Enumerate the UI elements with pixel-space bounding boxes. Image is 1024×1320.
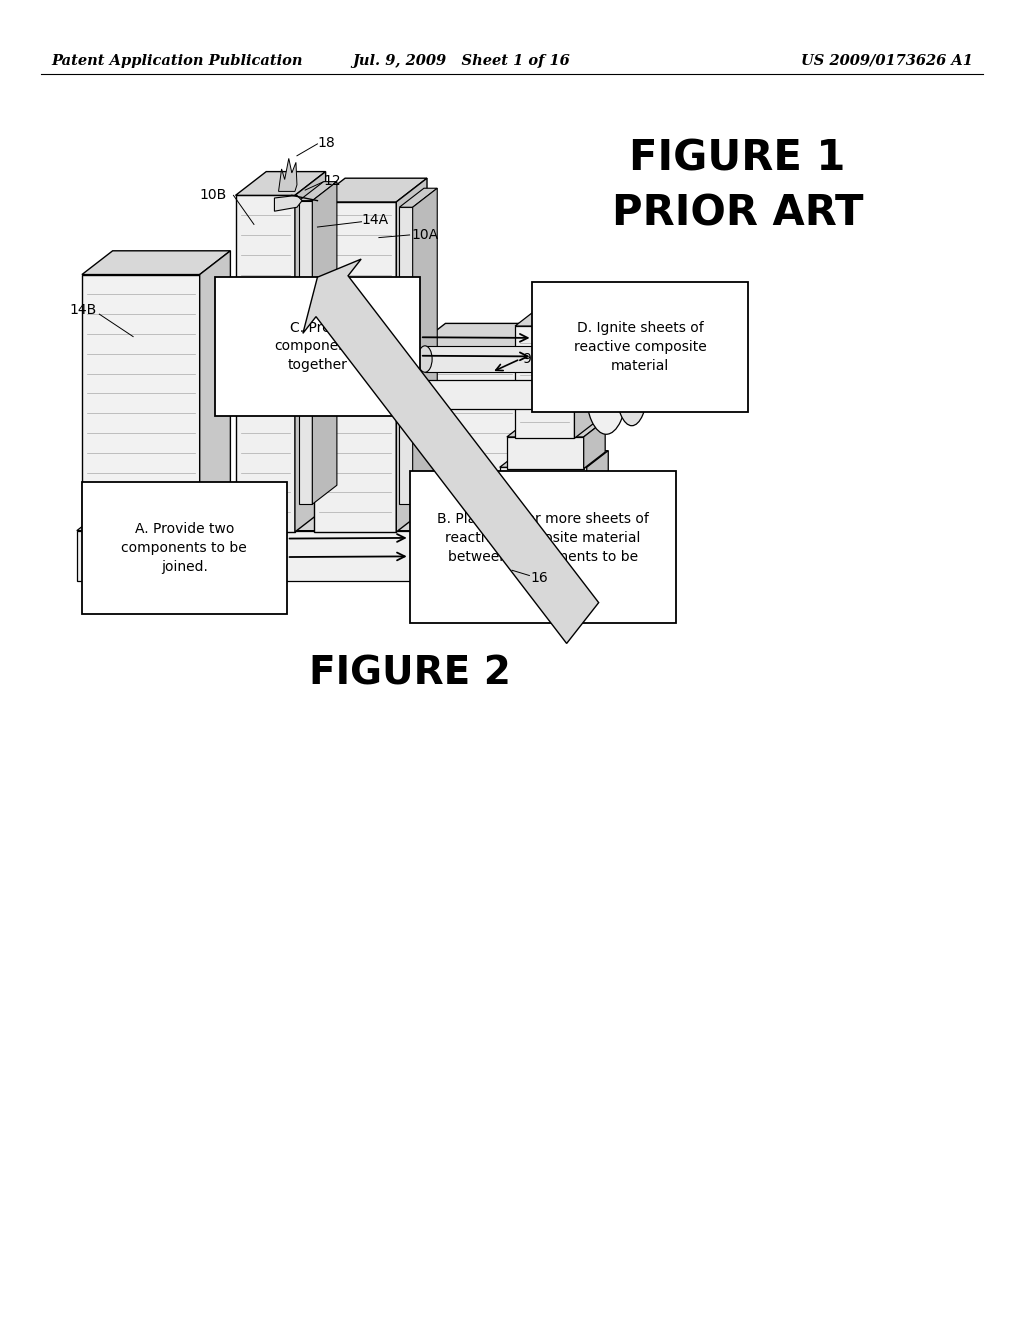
Text: FIGURE 1: FIGURE 1: [629, 137, 846, 180]
Polygon shape: [303, 259, 599, 643]
Polygon shape: [77, 531, 568, 581]
Polygon shape: [587, 450, 608, 499]
Polygon shape: [200, 251, 230, 532]
Polygon shape: [299, 182, 337, 201]
Polygon shape: [236, 195, 295, 532]
Polygon shape: [517, 323, 548, 532]
Polygon shape: [425, 346, 548, 372]
Ellipse shape: [586, 345, 627, 434]
Text: 10B: 10B: [200, 189, 227, 202]
Polygon shape: [314, 178, 427, 202]
Polygon shape: [274, 195, 302, 211]
Polygon shape: [415, 347, 517, 532]
Polygon shape: [279, 158, 297, 191]
Polygon shape: [574, 309, 596, 438]
Polygon shape: [507, 420, 605, 437]
Text: 14B: 14B: [70, 304, 97, 317]
Polygon shape: [568, 495, 614, 581]
Text: 16: 16: [530, 572, 548, 585]
Polygon shape: [515, 309, 596, 326]
Text: Patent Application Publication: Patent Application Publication: [51, 54, 303, 67]
Polygon shape: [413, 189, 437, 504]
Polygon shape: [82, 251, 230, 275]
Text: 14A: 14A: [361, 214, 388, 227]
Text: 12: 12: [324, 174, 341, 187]
Text: Jul. 9, 2009   Sheet 1 of 16: Jul. 9, 2009 Sheet 1 of 16: [352, 54, 569, 67]
Bar: [410, 471, 676, 623]
Text: D. Ignite sheets of
reactive composite
material: D. Ignite sheets of reactive composite m…: [573, 321, 707, 374]
Polygon shape: [500, 467, 587, 499]
Polygon shape: [299, 201, 312, 504]
Polygon shape: [584, 420, 605, 469]
Polygon shape: [515, 326, 574, 438]
Polygon shape: [425, 380, 558, 409]
Polygon shape: [295, 172, 326, 532]
Ellipse shape: [616, 354, 647, 425]
Ellipse shape: [418, 346, 432, 372]
Ellipse shape: [586, 293, 627, 372]
Polygon shape: [415, 323, 548, 347]
Text: C. Press
components
together: C. Press components together: [274, 321, 360, 372]
Text: PRIOR ART: PRIOR ART: [611, 193, 863, 235]
Polygon shape: [399, 189, 437, 207]
Text: FIGURE 2: FIGURE 2: [308, 655, 511, 692]
Polygon shape: [82, 275, 200, 532]
Polygon shape: [77, 495, 614, 531]
Text: 10A: 10A: [412, 228, 438, 242]
Polygon shape: [314, 202, 396, 532]
Ellipse shape: [417, 380, 433, 409]
Text: 9: 9: [522, 352, 531, 366]
Text: B. Place two or more sheets of
reactive composite material
between components to: B. Place two or more sheets of reactive …: [437, 512, 648, 582]
Polygon shape: [396, 178, 427, 532]
Polygon shape: [399, 207, 413, 504]
Bar: [215, 277, 420, 416]
Text: 18: 18: [317, 136, 335, 149]
Text: US 2009/0173626 A1: US 2009/0173626 A1: [801, 54, 973, 67]
Polygon shape: [507, 437, 584, 469]
Bar: [82, 482, 287, 614]
Bar: [532, 282, 748, 412]
Polygon shape: [312, 182, 337, 504]
Polygon shape: [500, 450, 608, 467]
Polygon shape: [236, 172, 326, 195]
Ellipse shape: [614, 301, 643, 364]
Text: A. Provide two
components to be
joined.: A. Provide two components to be joined.: [122, 521, 247, 574]
